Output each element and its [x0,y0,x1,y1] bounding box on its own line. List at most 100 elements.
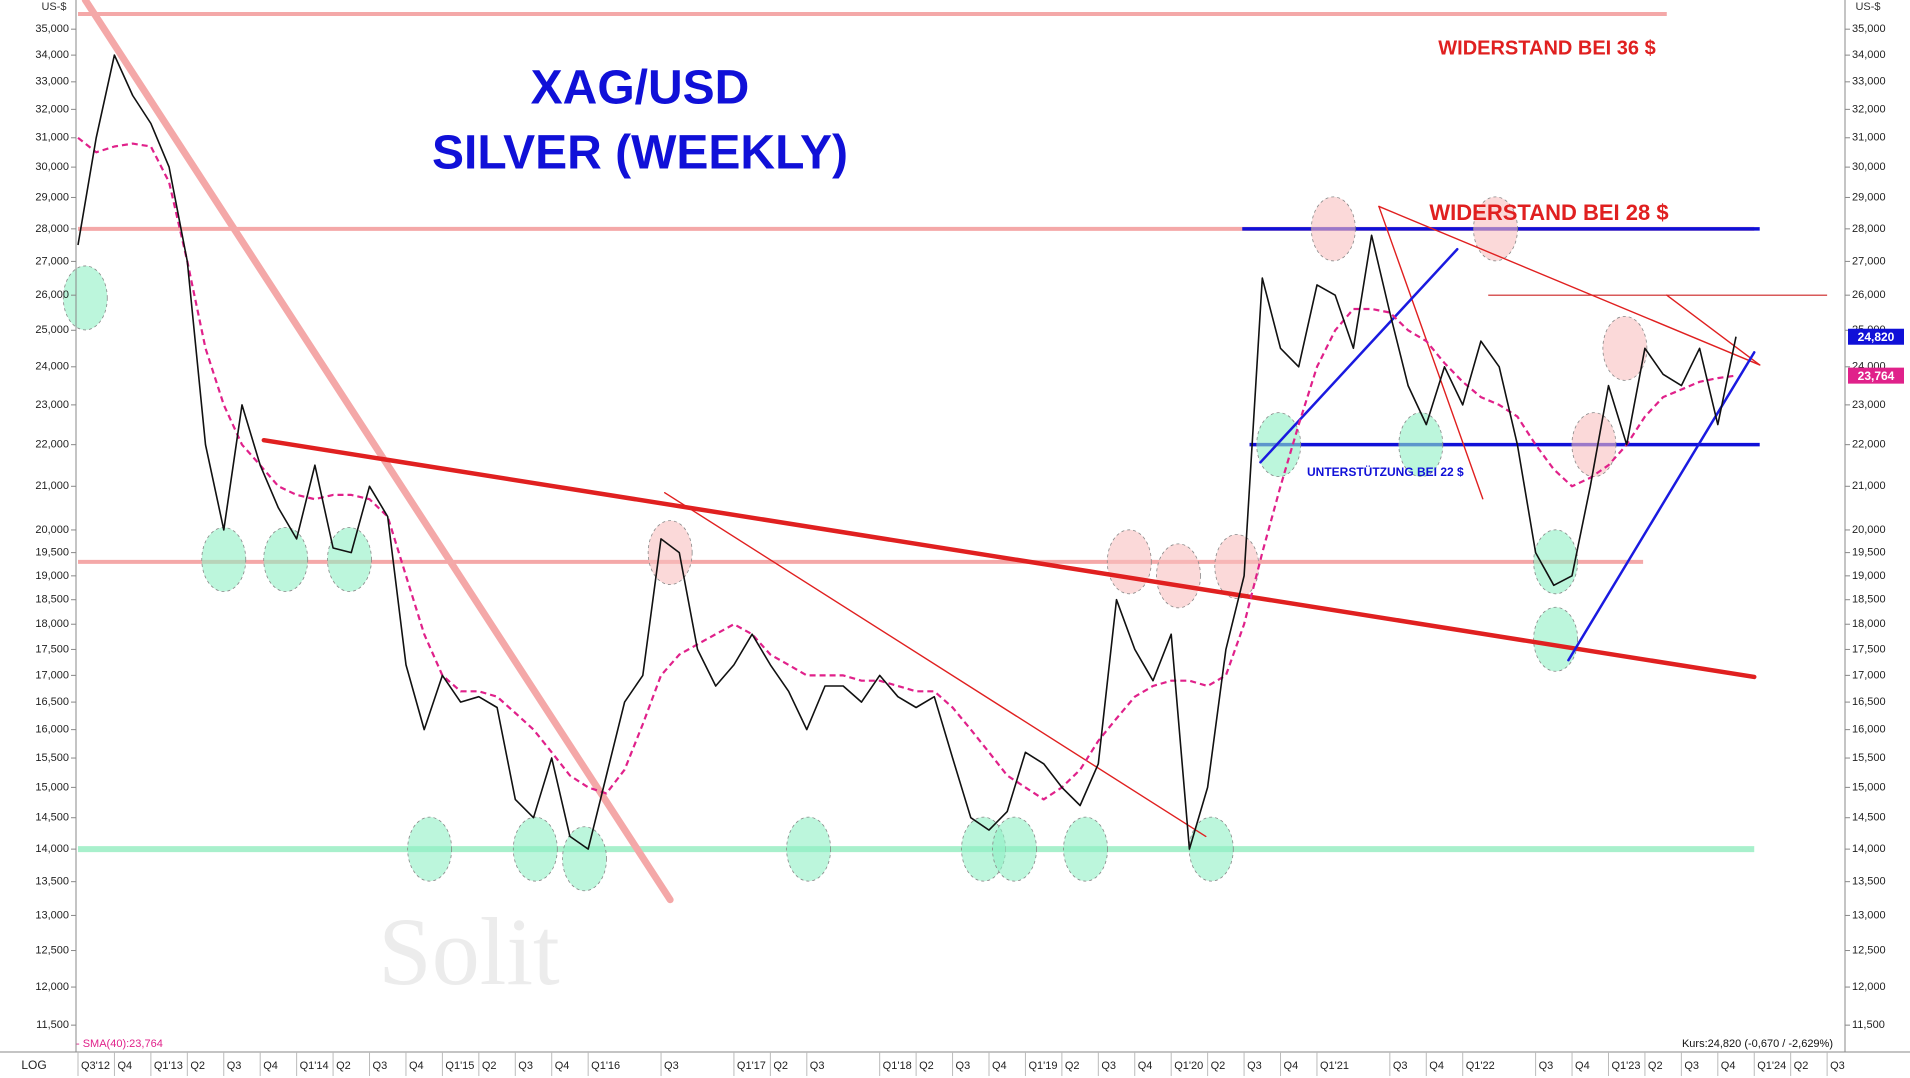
x-tick-label: Q4 [1575,1060,1590,1072]
highlight [327,527,372,592]
x-tick-label: Q3 [1684,1060,1699,1072]
highlight [992,816,1037,882]
y-tick-label: 13,000 [35,909,69,921]
y-tick-label: 14,500 [35,812,69,824]
y-tick-label: 18,000 [1852,618,1886,630]
highlight [407,816,453,882]
y-tick-label: 16,000 [1852,724,1886,736]
y-tick-label: 21,000 [1852,480,1886,492]
highlight [1214,534,1260,599]
highlight [1310,196,1356,262]
y-tick-label: 17,500 [35,643,69,655]
y-tick-label: 14,500 [1852,812,1886,824]
x-tick-label: Q3'12 [81,1060,110,1072]
x-tick-label: Q4 [1721,1060,1736,1072]
y-tick-label: 13,500 [35,876,69,888]
y-tick-label: 23,000 [1852,399,1886,411]
x-tick-label: Q3 [810,1060,825,1072]
y-tick-label: 20,000 [35,524,69,536]
y-tick-label: 14,000 [35,843,69,855]
series-line [77,136,1737,801]
plot-area [62,0,1828,904]
y-tick-label: 19,000 [1852,570,1886,582]
x-tick-label: Q1'21 [1320,1060,1349,1072]
y-tick-label: 33,000 [1852,76,1886,88]
y-tick-label: 17,000 [1852,669,1886,681]
x-tick-label: Q4 [1138,1060,1153,1072]
trend-line [1666,294,1761,366]
x-tick-label: Q3 [1393,1060,1408,1072]
x-tick-label: Q2 [1065,1060,1080,1072]
highlight [1156,543,1201,609]
y-tick-label: 20,000 [1852,524,1886,536]
trend-line [1567,351,1756,662]
highlight [1602,315,1648,381]
series-line [77,54,1737,850]
annotation: WIDERSTAND BEI 36 $ [1438,37,1655,59]
trend-line [663,492,1207,838]
x-tick-label: Q2 [336,1060,351,1072]
x-tick-label: Q4 [992,1060,1007,1072]
chart-title: XAG/USD [531,62,750,115]
highlight [1473,196,1518,262]
y-tick-label: 31,000 [35,132,69,144]
x-tick-label: Q1'22 [1466,1060,1495,1072]
annotation: UNTERSTÜTZUNG BEI 22 $ [1307,464,1464,479]
x-tick-label: Q2 [482,1060,497,1072]
x-tick-label: Q3 [518,1060,533,1072]
x-tick-label: Q3 [664,1060,679,1072]
highlight [263,527,309,592]
legend-entry: - SMA(40):23,764 [76,1038,163,1050]
watermark: Solit [378,898,560,1005]
y-tick-label: 16,000 [35,724,69,736]
x-tick-label: Q2 [919,1060,934,1072]
y-tick-label: 29,000 [1852,191,1886,203]
x-tick-label: Q1'18 [883,1060,912,1072]
x-tick-label: Q4 [555,1060,570,1072]
y-tick-label: 18,500 [35,594,69,606]
y-tick-label: 27,000 [35,255,69,267]
x-tick-label: Q3 [1539,1060,1554,1072]
x-tick-label: Q2 [190,1060,205,1072]
x-tick-label: Q4 [1284,1060,1299,1072]
trend-line [81,0,674,904]
y-tick-label: 30,000 [1852,161,1886,173]
y-tick-label: 12,000 [1852,981,1886,993]
y-tick-label: 35,000 [35,23,69,35]
highlight [647,520,693,586]
y-tick-label: 31,000 [1852,132,1886,144]
highlight [512,816,558,882]
y-tick-label: 14,000 [1852,843,1886,855]
y-tick-label: 25,000 [35,324,69,336]
y-tick-label: 29,000 [35,191,69,203]
price-tag [1848,328,1904,345]
x-tick-label: Q3 [227,1060,242,1072]
x-tick-label: Q1'19 [1028,1060,1057,1072]
x-tick-label: Q3 [1101,1060,1116,1072]
price-tag-label: 24,820 [1858,330,1895,344]
y-tick-label: 17,000 [35,669,69,681]
y-tick-label: 13,500 [1852,876,1886,888]
y-tick-label: 33,000 [35,76,69,88]
y-tick-label: 18,500 [1852,594,1886,606]
legend-entry: Kurs:24,820 (-0,670 / -2,629%) [1682,1038,1833,1050]
highlight [1256,412,1302,478]
highlight [562,826,607,892]
y-tick-label: 11,500 [36,1019,69,1031]
y-tick-label: 15,500 [35,752,69,764]
y-tick-label: 19,000 [35,570,69,582]
y-tick-label: 19,500 [1852,547,1886,559]
y-tick-label: 28,000 [35,223,69,235]
price-tag [1848,367,1904,384]
y-tick-label: 34,000 [1852,49,1886,61]
highlight [201,527,247,592]
x-tick-label: Q2 [773,1060,788,1072]
trend-line [1378,205,1484,500]
x-tick-label: Q4 [1429,1060,1444,1072]
x-tick-label: Q1'15 [445,1060,474,1072]
y-tick-label: 27,000 [1852,255,1886,267]
x-tick-label: Q1'16 [591,1060,620,1072]
x-tick-label: Q3 [956,1060,971,1072]
